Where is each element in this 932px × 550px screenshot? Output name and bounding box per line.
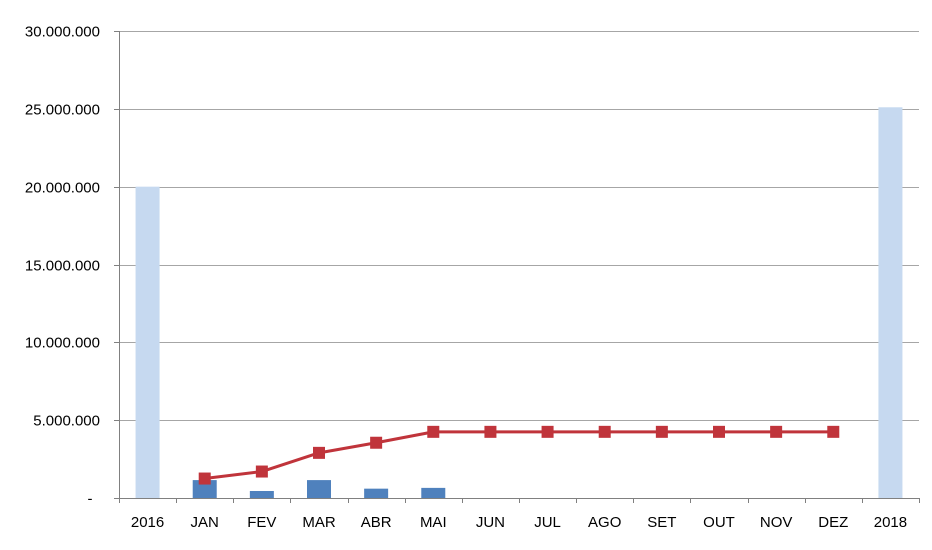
y-tick-labels: - 5.000.000 10.000.000 15.000.000 20.000.000… bbox=[25, 24, 100, 508]
bar bbox=[364, 488, 389, 498]
bar bbox=[307, 480, 331, 498]
x-tick-label: JUN bbox=[476, 514, 505, 531]
line-point bbox=[427, 425, 440, 438]
line-point bbox=[541, 425, 554, 438]
x-tick-label: DEZ bbox=[818, 514, 848, 531]
y-tick-label: - bbox=[88, 491, 93, 508]
axes bbox=[114, 31, 920, 503]
gridlines bbox=[119, 31, 919, 421]
x-tick-label: OUT bbox=[703, 514, 735, 531]
x-tick-label: MAI bbox=[420, 514, 447, 531]
series-line bbox=[204, 430, 834, 481]
y-tick-label: 20.000.000 bbox=[25, 180, 100, 197]
bar bbox=[135, 186, 160, 498]
line-point bbox=[770, 425, 783, 438]
x-tick-labels: 2016 JAN FEV MAR ABR MAI JUN JUL AGO SET OUT NOV DEZ… bbox=[131, 514, 907, 531]
y-tick-label: 25.000.000 bbox=[25, 102, 100, 119]
bar-marks bbox=[135, 107, 903, 498]
x-tick-label: NOV bbox=[760, 514, 793, 531]
x-tick-label: FEV bbox=[247, 514, 276, 531]
line-point bbox=[370, 436, 383, 449]
bar bbox=[421, 487, 446, 498]
x-tick-label: SET bbox=[647, 514, 676, 531]
bar bbox=[249, 490, 274, 498]
bar bbox=[878, 107, 903, 498]
x-tick-label: MAR bbox=[302, 514, 336, 531]
line-point bbox=[313, 446, 325, 459]
line-point bbox=[827, 425, 840, 438]
y-tick-label: 30.000.000 bbox=[25, 24, 100, 41]
line-point bbox=[484, 425, 497, 438]
line-point bbox=[598, 425, 611, 438]
x-tick-label: 2018 bbox=[874, 514, 907, 531]
line-point bbox=[198, 472, 211, 485]
line-point bbox=[255, 465, 268, 478]
y-tick-label: 10.000.000 bbox=[25, 335, 100, 352]
x-tick-label: AGO bbox=[588, 514, 621, 531]
y-tick-label: 5.000.000 bbox=[33, 413, 100, 430]
bar bbox=[192, 480, 217, 498]
x-tick-label: 2016 bbox=[131, 514, 164, 531]
line-series bbox=[198, 425, 840, 485]
y-tick-label: 15.000.000 bbox=[25, 258, 100, 275]
x-tick-label: ABR bbox=[361, 514, 392, 531]
x-tick-label: JUL bbox=[534, 514, 561, 531]
line-point bbox=[655, 425, 668, 438]
x-tick-label: JAN bbox=[191, 514, 219, 531]
line-point bbox=[713, 425, 725, 438]
